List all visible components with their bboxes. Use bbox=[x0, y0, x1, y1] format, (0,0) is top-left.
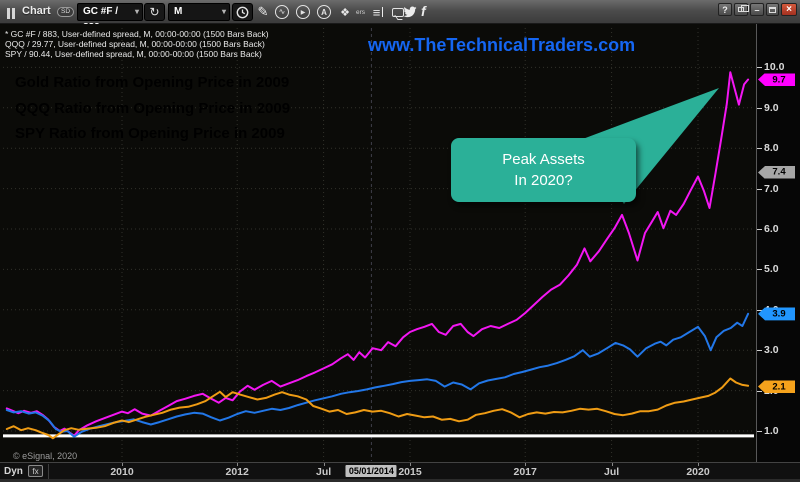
y-axis-tick bbox=[757, 148, 762, 150]
dyn-mode-button[interactable]: Dyn bbox=[4, 466, 23, 477]
legend-symbol-3: SPY / 90.44, User-defined spread, M, 00:… bbox=[5, 49, 262, 59]
callout-annotation[interactable]: Peak Assets In 2020? bbox=[451, 138, 636, 202]
x-axis-tick bbox=[698, 463, 699, 466]
title-badge: SD bbox=[57, 7, 75, 17]
series-line-1 bbox=[5, 312, 750, 438]
refresh-button[interactable]: ↻ bbox=[144, 3, 165, 21]
bar-divider bbox=[48, 464, 49, 479]
series-title-gold: Gold Ratio from Opening Price in 2009 bbox=[15, 74, 290, 91]
bottom-edge bbox=[0, 479, 800, 482]
y-axis-tick bbox=[757, 390, 762, 392]
legend-symbol-1: * GC #F / 883, User-defined spread, M, 0… bbox=[5, 29, 269, 39]
chevron-down-icon: ▾ bbox=[221, 7, 226, 16]
stacked-windows-icon bbox=[738, 5, 749, 12]
series-title-spy: SPY Ratio from Opening Price in 2009 bbox=[15, 125, 285, 142]
refresh-icon: ↻ bbox=[149, 5, 160, 19]
series-line-2 bbox=[5, 377, 750, 440]
facebook-icon: f bbox=[421, 3, 426, 19]
y-axis-label: 9.0 bbox=[764, 101, 779, 114]
y-axis-label: 6.0 bbox=[764, 223, 779, 235]
y-axis-tick bbox=[757, 431, 762, 432]
wave-circle-icon: ∿ bbox=[275, 4, 289, 19]
replay-button[interactable]: ▶ bbox=[294, 4, 310, 20]
y-axis-tick bbox=[757, 67, 762, 69]
x-axis-label: 2010 bbox=[110, 466, 134, 478]
x-axis-tick bbox=[525, 463, 527, 466]
eraser-icon: ❖ bbox=[340, 6, 350, 19]
pencil-icon: ✎ bbox=[257, 4, 269, 19]
studies-button[interactable]: ∿ bbox=[274, 4, 290, 20]
x-axis-label: 2017 bbox=[513, 466, 537, 478]
y-axis-label: 1.0 bbox=[764, 425, 779, 437]
maximize-button[interactable] bbox=[766, 3, 779, 16]
y-axis-tick bbox=[757, 309, 762, 311]
minimize-button[interactable]: – bbox=[750, 3, 764, 16]
price-badge-9.7: 9.7 bbox=[758, 73, 795, 87]
play-circle-icon: ▶ bbox=[295, 5, 310, 19]
price-axis[interactable]: 10.09.08.07.06.05.04.03.02.01.09.77.43.9… bbox=[756, 24, 800, 462]
x-axis-label: 2020 bbox=[686, 466, 710, 478]
price-badge-2.1: 2.1 bbox=[758, 380, 795, 394]
y-axis-label: 7.0 bbox=[764, 182, 779, 195]
chart-region: * GC #F / 883, User-defined spread, M, 0… bbox=[0, 24, 800, 482]
y-axis-tick bbox=[757, 269, 762, 271]
x-axis-tick bbox=[611, 463, 613, 466]
maximize-icon bbox=[769, 6, 776, 13]
y-axis-label: 5.0 bbox=[764, 263, 779, 276]
callout-line-2: In 2020? bbox=[514, 172, 573, 189]
legend-symbol-2: QQQ / 29.77, User-defined spread, M, 00:… bbox=[5, 39, 265, 49]
formula-button[interactable]: fx bbox=[28, 465, 43, 477]
twitter-button[interactable] bbox=[403, 5, 417, 23]
x-axis-tick bbox=[237, 463, 239, 466]
clock-icon bbox=[236, 6, 249, 18]
x-axis-tick bbox=[122, 463, 123, 466]
y-axis-tick bbox=[757, 350, 762, 352]
interval-value: M bbox=[174, 6, 183, 17]
y-axis-tick bbox=[757, 188, 762, 190]
callout-line-1: Peak Assets bbox=[502, 151, 585, 168]
watchlist-button[interactable]: ≡ bbox=[370, 4, 386, 20]
restore-layout-button[interactable] bbox=[734, 3, 749, 16]
auto-trade-button[interactable]: A bbox=[316, 4, 332, 20]
y-axis-label: 10.0 bbox=[764, 61, 785, 74]
x-axis-label: Jul bbox=[316, 466, 332, 478]
time-template-button[interactable] bbox=[232, 3, 253, 21]
time-axis-bar[interactable]: Dyn fx 2010 2012 Jul 2015 2017 Jul 2020 05/01/2… bbox=[0, 462, 800, 479]
x-axis-label: Jul bbox=[604, 466, 620, 478]
speech-bubble-icon bbox=[392, 7, 404, 17]
close-button[interactable]: × bbox=[781, 3, 797, 16]
chart-pane-icon bbox=[7, 6, 17, 19]
series-line-0 bbox=[5, 71, 750, 437]
x-axis-tick bbox=[323, 463, 325, 466]
copyright-text: © eSignal, 2020 bbox=[13, 451, 78, 461]
y-axis-label: 8.0 bbox=[764, 142, 779, 155]
eraser-button[interactable]: ❖ bbox=[337, 4, 353, 20]
twitter-bird-icon bbox=[403, 6, 417, 18]
facebook-button[interactable]: f bbox=[421, 3, 426, 19]
title-bar[interactable]: Chart SD GC #F / 883 ▾ ↻ M ▾ ✎ ∿ ▶ A ❖ e… bbox=[0, 0, 800, 33]
price-badge-3.9: 3.9 bbox=[758, 307, 795, 321]
interval-dropdown[interactable]: M ▾ bbox=[168, 3, 230, 21]
chevron-down-icon: ▾ bbox=[134, 7, 139, 16]
watermark-url: www.TheTechnicalTraders.com bbox=[368, 35, 636, 55]
toolbar-mini-label: ers bbox=[356, 9, 366, 16]
x-axis-label: 2012 bbox=[225, 466, 249, 478]
a-circle-icon: A bbox=[317, 5, 331, 19]
symbol-dropdown[interactable]: GC #F / 883 ▾ bbox=[77, 3, 143, 33]
y-axis-tick bbox=[757, 229, 762, 230]
y-axis-label: 3.0 bbox=[764, 344, 779, 357]
x-axis-tick bbox=[410, 463, 411, 466]
window-title: Chart bbox=[22, 5, 51, 17]
chat-button[interactable] bbox=[390, 4, 406, 20]
y-axis-tick bbox=[757, 107, 762, 109]
crosshair-date-box: 05/01/2014 bbox=[345, 465, 397, 477]
x-axis-label: 2015 bbox=[398, 466, 422, 478]
price-badge-7.4: 7.4 bbox=[758, 165, 795, 179]
list-cursor-icon: ≡ bbox=[372, 4, 381, 20]
draw-tool-button[interactable]: ✎ bbox=[255, 4, 271, 20]
series-title-qqq: QQQ Ratio from Opening Price in 2009 bbox=[15, 100, 291, 117]
help-button[interactable]: ? bbox=[718, 3, 732, 16]
